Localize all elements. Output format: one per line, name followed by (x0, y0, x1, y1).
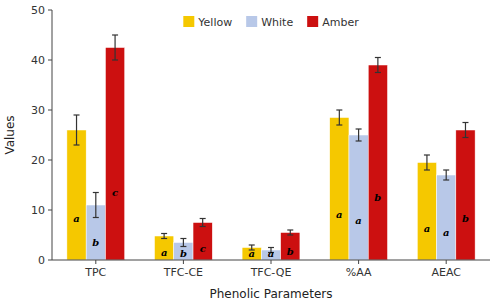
y-tick (48, 160, 52, 161)
annotation: b (374, 192, 381, 203)
x-tick-label: TPC (84, 266, 106, 279)
error-bar (74, 115, 80, 145)
bar (456, 130, 475, 260)
error-bar (180, 239, 186, 247)
annotation: a (161, 247, 167, 258)
annotation: b (92, 237, 99, 248)
annotation: b (180, 248, 187, 259)
annotation: a (443, 227, 449, 238)
legend: Yellow White Amber (183, 16, 359, 29)
error-bar (443, 170, 449, 180)
x-tick-label: TFC-CE (163, 266, 203, 279)
x-tick-label: %AA (346, 266, 372, 279)
annotation: a (336, 209, 342, 220)
x-axis-label: Phenolic Parameters (210, 287, 333, 301)
annotation: a (248, 248, 254, 259)
y-tick-label: 40 (31, 54, 45, 67)
x-tick-label: AEAC (431, 266, 461, 279)
x-tick (446, 260, 447, 264)
legend-swatch (183, 16, 194, 27)
x-tick (358, 260, 359, 264)
annotation: a (73, 213, 79, 224)
annotation: c (200, 243, 206, 254)
x-tick (95, 260, 96, 264)
bar (154, 236, 173, 260)
plot-area (67, 35, 475, 260)
error-bar (112, 35, 118, 60)
annotation: a (355, 215, 361, 226)
legend-item: Yellow (183, 16, 232, 29)
y-tick-label: 20 (31, 154, 45, 167)
annotation: a (424, 223, 430, 234)
bar (368, 65, 387, 260)
chart: a a a a a b b a a a c c b b b 0 10 20 30 40 50 TPC TFC-CE TFC-Q… (0, 0, 500, 304)
legend-label: White (261, 16, 293, 29)
y-tick-label: 30 (31, 104, 45, 117)
bar (437, 175, 456, 260)
error-bar (462, 123, 468, 138)
bar (417, 163, 436, 261)
bar (242, 248, 261, 261)
x-tick (183, 260, 184, 264)
legend-label: Yellow (197, 16, 232, 29)
annotation: c (112, 187, 118, 198)
y-axis (52, 10, 53, 260)
error-bar (200, 219, 206, 227)
bar (105, 48, 124, 261)
bar (193, 223, 212, 261)
annotation: a (268, 248, 274, 259)
legend-swatch (307, 16, 318, 27)
error-bar (356, 129, 362, 141)
legend-item: Amber (307, 16, 359, 29)
y-tick (48, 210, 52, 211)
y-tick-label: 0 (38, 254, 45, 267)
error-bar (375, 58, 381, 73)
x-tick (271, 260, 272, 264)
error-bar (287, 230, 293, 235)
y-tick (48, 60, 52, 61)
x-tick-label: TFC-QE (250, 266, 292, 279)
y-tick (48, 260, 52, 261)
legend-item: White (246, 16, 293, 29)
y-tick-label: 50 (31, 4, 45, 17)
y-tick (48, 110, 52, 111)
error-bar (161, 234, 167, 239)
annotation: b (462, 213, 469, 224)
legend-swatch (246, 16, 257, 27)
error-bar (336, 110, 342, 125)
bar (67, 130, 86, 260)
bar (330, 118, 349, 261)
error-bar (93, 193, 99, 218)
error-bar (424, 155, 430, 170)
annotation: b (287, 246, 294, 257)
legend-label: Amber (322, 16, 359, 29)
y-axis-label: Values (3, 115, 17, 154)
bar (349, 135, 368, 260)
bar (281, 233, 300, 261)
y-tick-label: 10 (31, 204, 45, 217)
y-tick (48, 10, 52, 11)
